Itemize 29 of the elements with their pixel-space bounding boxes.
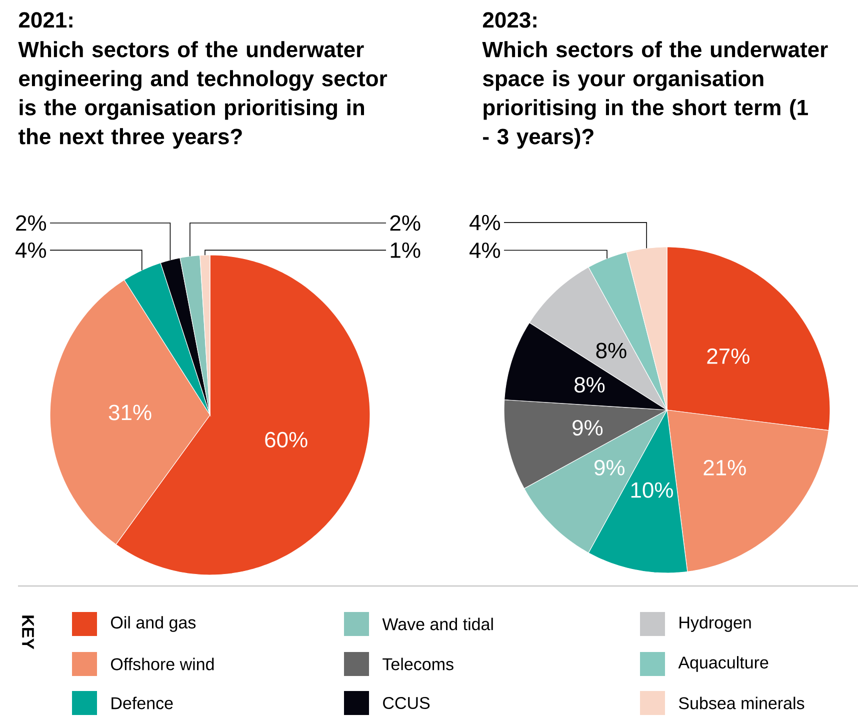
legend-label: Wave and tidal — [382, 618, 493, 630]
chart-title: 2023: — [482, 12, 536, 28]
legend-label: Hydrogen — [680, 616, 751, 632]
legend-label: Aquaculture — [678, 656, 768, 672]
data-label: 1% — [390, 242, 420, 258]
legend-label: Oil and gas — [111, 616, 196, 632]
data-label: 60% — [265, 432, 308, 448]
legend-label: CCUS — [383, 696, 430, 710]
data-label: 2% — [16, 215, 46, 231]
legend-label: Subsea minerals — [678, 696, 804, 710]
data-label: 2% — [390, 215, 420, 231]
legend-title: KEY — [22, 616, 34, 650]
data-label: 8% — [574, 377, 605, 393]
data-label: 8% — [596, 342, 626, 358]
chart-title: 2021: — [18, 12, 72, 28]
data-label: 9% — [594, 460, 624, 476]
legend-label: Offshore wind — [111, 658, 214, 670]
data-label: 9% — [572, 420, 603, 436]
data-label: 27% — [707, 348, 750, 364]
data-label: 10% — [631, 482, 673, 498]
data-label: 4% — [470, 214, 500, 230]
data-label: 31% — [108, 404, 152, 420]
chart-subtitle: Which sectors of the underwater engineering and technology sector is the organisation prioritising in the next three years? — [18, 41, 388, 149]
data-label: 21% — [704, 460, 746, 476]
data-label: 4% — [470, 242, 500, 258]
legend-label: Defence — [112, 696, 173, 710]
legend-label: Telecoms — [382, 658, 454, 670]
data-label: 4% — [16, 242, 46, 258]
chart-subtitle: Which sectors of the underwater space is your organisation prioritising in the short term (1 - 3 years)? — [482, 41, 828, 149]
